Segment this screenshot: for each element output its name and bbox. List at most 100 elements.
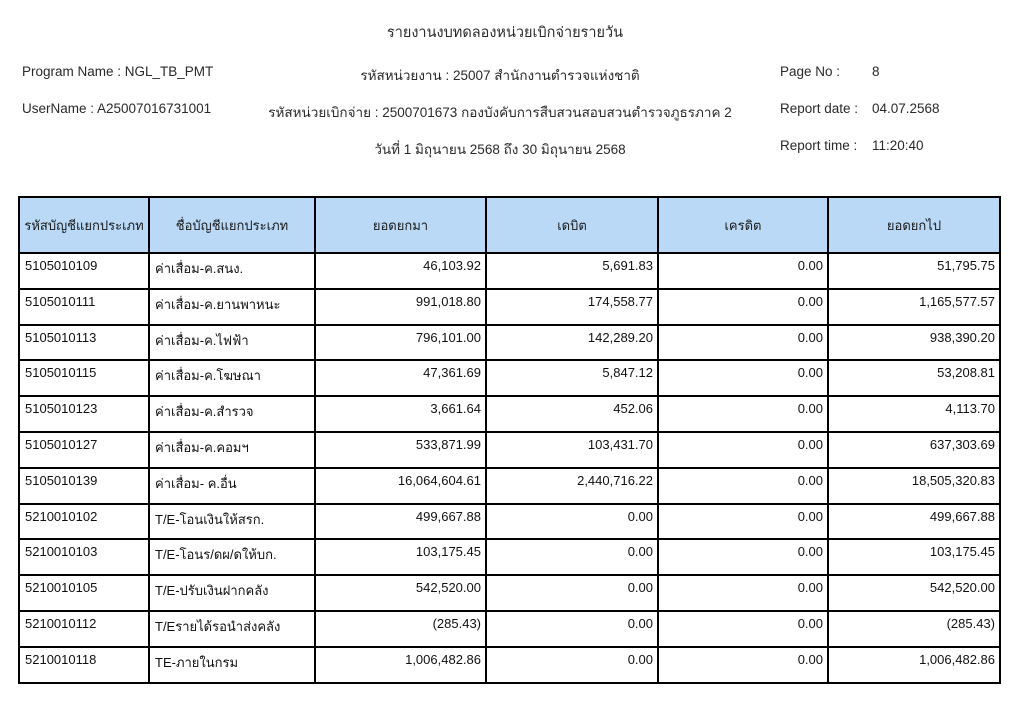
- account-name-cell: TE-ภายในกรม: [148, 645, 316, 684]
- debit-cell: 0.00: [485, 609, 659, 648]
- table-header-row: รหัสบัญชีแยกประเภท ชื่อบัญชีแยกประเภท ยอ…: [18, 196, 1001, 254]
- carried-forward-cell: 51,795.75: [827, 252, 1001, 290]
- account-code-cell: 5105010111: [18, 287, 150, 326]
- brought-forward-cell: 991,018.80: [314, 287, 487, 326]
- disbursement-unit-code: รหัสหน่วยเบิกจ่าย : 2500701673 กองบังคับ…: [268, 105, 732, 120]
- account-name-cell: ค่าเสื่อม-ค.สำรวจ: [148, 395, 316, 433]
- brought-forward-cell: 533,871.99: [314, 430, 487, 469]
- debit-cell: 5,691.83: [485, 252, 659, 290]
- debit-cell: 5,847.12: [485, 359, 659, 398]
- brought-forward-cell: 796,101.00: [314, 323, 487, 362]
- report-time-value: 11:20:40: [872, 138, 924, 153]
- column-header-credit: เครดิต: [657, 196, 829, 254]
- carried-forward-cell: 18,505,320.83: [827, 466, 1001, 505]
- account-name-cell: ค่าเสื่อม-ค.สนง.: [148, 252, 316, 290]
- column-header-carried-forward: ยอดยกไป: [827, 196, 1001, 254]
- credit-cell: 0.00: [657, 645, 829, 684]
- column-header-debit: เดบิต: [485, 196, 659, 254]
- carried-forward-cell: (285.43): [827, 609, 1001, 648]
- carried-forward-cell: 499,667.88: [827, 502, 1001, 541]
- carried-forward-cell: 53,208.81: [827, 359, 1001, 398]
- brought-forward-cell: 542,520.00: [314, 574, 487, 612]
- carried-forward-cell: 103,175.45: [827, 538, 1001, 577]
- date-range: วันที่ 1 มิถุนายน 2568 ถึง 30 มิถุนายน 2…: [374, 142, 626, 157]
- debit-cell: 0.00: [485, 538, 659, 577]
- brought-forward-cell: 46,103.92: [314, 252, 487, 290]
- table-row: 5210010112 T/Eรายได้รอนำส่งคลัง (285.43) 0.…: [18, 609, 1001, 648]
- account-name-cell: T/Eรายได้รอนำส่งคลัง: [148, 609, 316, 648]
- account-name-cell: ค่าเสื่อม-ค.ยานพาหนะ: [148, 287, 316, 326]
- table-row: 5105010127 ค่าเสื่อม-ค.คอมฯ 533,871.99 103,…: [18, 430, 1001, 469]
- table-row: 5105010115 ค่าเสื่อม-ค.โฆษณา 47,361.69 5,84…: [18, 359, 1001, 398]
- account-name-cell: ค่าเสื่อม-ค.คอมฯ: [148, 430, 316, 469]
- table-row: 5210010118 TE-ภายในกรม 1,006,482.86 0.00 0.0…: [18, 645, 1001, 684]
- account-code-cell: 5210010118: [18, 645, 150, 684]
- report-time-label: Report time :: [780, 138, 858, 153]
- report-date-value: 04.07.2568: [872, 101, 940, 116]
- carried-forward-cell: 542,520.00: [827, 574, 1001, 612]
- account-code-cell: 5105010113: [18, 323, 150, 362]
- account-code-cell: 5105010109: [18, 252, 150, 290]
- brought-forward-cell: 103,175.45: [314, 538, 487, 577]
- credit-cell: 0.00: [657, 323, 829, 362]
- table-row: 5105010111 ค่าเสื่อม-ค.ยานพาหนะ 991,018.80…: [18, 287, 1001, 326]
- credit-cell: 0.00: [657, 395, 829, 433]
- account-code-cell: 5105010115: [18, 359, 150, 398]
- credit-cell: 0.00: [657, 538, 829, 577]
- brought-forward-cell: (285.43): [314, 609, 487, 648]
- account-name-cell: T/E-ปรับเงินฝากคลัง: [148, 574, 316, 612]
- account-name-cell: T/E-โอนเงินให้สรก.: [148, 502, 316, 541]
- account-code-cell: 5210010102: [18, 502, 150, 541]
- account-name-cell: T/E-โอนร/ดผ/ดให้บก.: [148, 538, 316, 577]
- brought-forward-cell: 47,361.69: [314, 359, 487, 398]
- brought-forward-cell: 16,064,604.61: [314, 466, 487, 505]
- account-name-cell: ค่าเสื่อม-ค.ไฟฟ้า: [148, 323, 316, 362]
- debit-cell: 142,289.20: [485, 323, 659, 362]
- column-header-account-code: รหัสบัญชีแยกประเภท: [18, 196, 150, 254]
- account-code-cell: 5210010105: [18, 574, 150, 612]
- table-row: 5105010123 ค่าเสื่อม-ค.สำรวจ 3,661.64 452.0…: [18, 395, 1001, 433]
- table-row: 5105010109 ค่าเสื่อม-ค.สนง. 46,103.92 5,691…: [18, 252, 1001, 290]
- account-name-cell: ค่าเสื่อม- ค.อื่น: [148, 466, 316, 505]
- credit-cell: 0.00: [657, 466, 829, 505]
- trial-balance-table: รหัสบัญชีแยกประเภท ชื่อบัญชีแยกประเภท ยอ…: [18, 196, 1001, 684]
- page-no-label: Page No :: [780, 64, 841, 79]
- user-name: UserName : A25007016731001: [22, 101, 212, 116]
- debit-cell: 0.00: [485, 645, 659, 684]
- table-row: 5210010102 T/E-โอนเงินให้สรก. 499,667.88 0.…: [18, 502, 1001, 541]
- brought-forward-cell: 1,006,482.86: [314, 645, 487, 684]
- debit-cell: 103,431.70: [485, 430, 659, 469]
- credit-cell: 0.00: [657, 252, 829, 290]
- credit-cell: 0.00: [657, 502, 829, 541]
- credit-cell: 0.00: [657, 359, 829, 398]
- table-body: 5105010109 ค่าเสื่อม-ค.สนง. 46,103.92 5,691…: [18, 252, 1001, 684]
- agency-code: รหัสหน่วยงาน : 25007 สำนักงานตำรวจแห่งชา…: [360, 68, 640, 83]
- carried-forward-cell: 1,006,482.86: [827, 645, 1001, 684]
- account-code-cell: 5210010103: [18, 538, 150, 577]
- account-code-cell: 5105010123: [18, 395, 150, 433]
- debit-cell: 0.00: [485, 502, 659, 541]
- table-row: 5105010113 ค่าเสื่อม-ค.ไฟฟ้า 796,101.00 142…: [18, 323, 1001, 362]
- carried-forward-cell: 637,303.69: [827, 430, 1001, 469]
- report-date-label: Report date :: [780, 101, 859, 116]
- account-name-cell: ค่าเสื่อม-ค.โฆษณา: [148, 359, 316, 398]
- brought-forward-cell: 499,667.88: [314, 502, 487, 541]
- debit-cell: 452.06: [485, 395, 659, 433]
- column-header-account-name: ชื่อบัญชีแยกประเภท: [148, 196, 316, 254]
- account-code-cell: 5210010112: [18, 609, 150, 648]
- carried-forward-cell: 938,390.20: [827, 323, 1001, 362]
- credit-cell: 0.00: [657, 287, 829, 326]
- table-row: 5105010139 ค่าเสื่อม- ค.อื่น 16,064,604.61…: [18, 466, 1001, 505]
- table-row: 5210010105 T/E-ปรับเงินฝากคลัง 542,520.00 0…: [18, 574, 1001, 612]
- account-code-cell: 5105010127: [18, 430, 150, 469]
- carried-forward-cell: 4,113.70: [827, 395, 1001, 433]
- credit-cell: 0.00: [657, 430, 829, 469]
- report-title: รายงานงบทดลองหน่วยเบิกจ่ายรายวัน: [386, 25, 624, 41]
- brought-forward-cell: 3,661.64: [314, 395, 487, 433]
- account-code-cell: 5105010139: [18, 466, 150, 505]
- debit-cell: 0.00: [485, 574, 659, 612]
- table-row: 5210010103 T/E-โอนร/ดผ/ดให้บก. 103,175.45 0…: [18, 538, 1001, 577]
- carried-forward-cell: 1,165,577.57: [827, 287, 1001, 326]
- credit-cell: 0.00: [657, 609, 829, 648]
